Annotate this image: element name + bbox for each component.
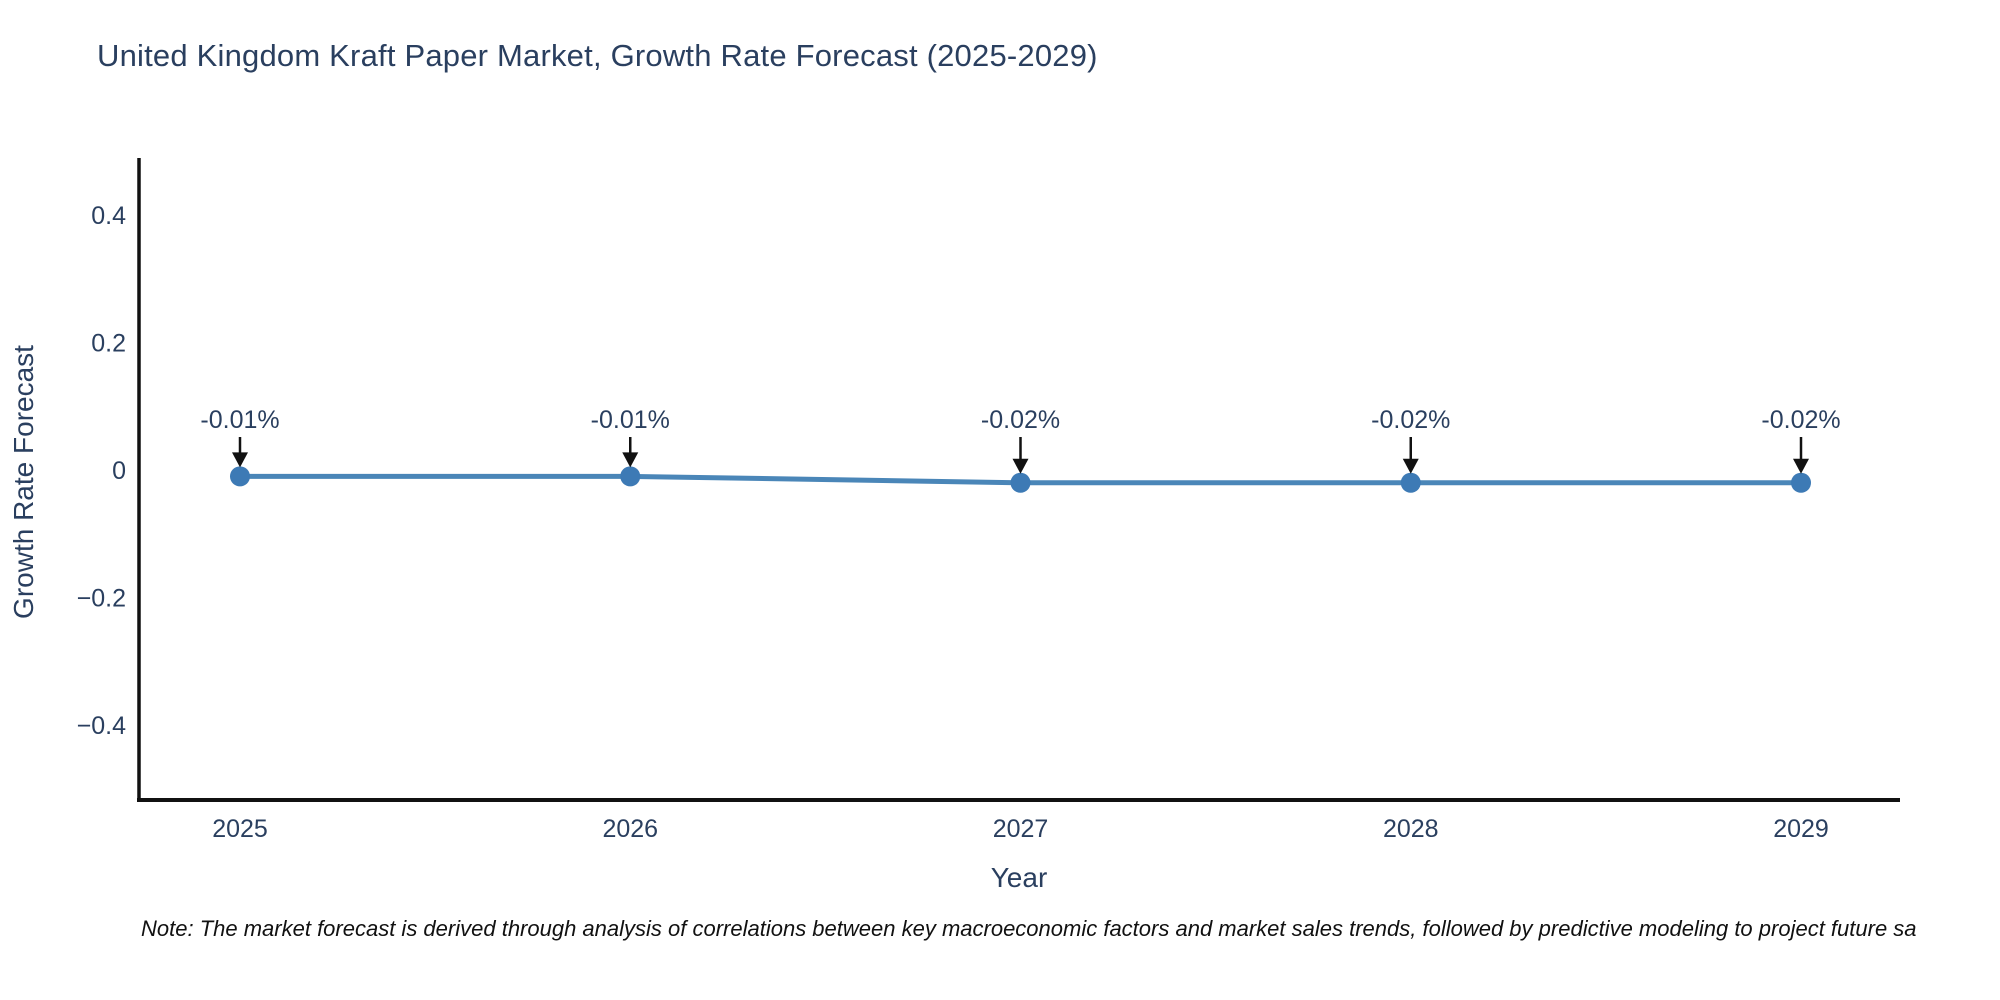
annotation-label: -0.01% <box>200 406 279 434</box>
data-point-marker <box>620 466 641 487</box>
annotation-arrowhead <box>622 452 639 468</box>
data-point-marker <box>230 466 250 487</box>
data-point-marker <box>1791 472 1811 493</box>
x-tick-label: 2028 <box>1383 815 1439 843</box>
annotation-label: -0.02% <box>1761 406 1840 434</box>
annotation-arrowhead <box>232 452 248 468</box>
data-point-marker <box>1010 472 1031 493</box>
annotation-arrowhead <box>1402 458 1419 474</box>
y-tick-label: 0.2 <box>91 330 126 358</box>
y-tick-label: 0 <box>112 457 126 485</box>
annotation-label: -0.02% <box>981 406 1060 434</box>
y-tick-label: −0.2 <box>77 585 126 613</box>
x-tick-label: 2027 <box>993 815 1049 843</box>
x-tick-label: 2026 <box>602 815 658 843</box>
x-axis-title: Year <box>990 862 1048 893</box>
y-tick-label: 0.4 <box>91 202 126 230</box>
annotation-label: -0.01% <box>591 406 670 434</box>
x-tick-label: 2029 <box>1773 815 1829 843</box>
footnote: Note: The market forecast is derived thr… <box>141 916 1917 941</box>
annotation-arrowhead <box>1012 458 1029 474</box>
annotation-arrowhead <box>1793 458 1809 474</box>
x-tick-label: 2025 <box>212 815 268 843</box>
data-point-marker <box>1400 472 1421 493</box>
annotation-label: -0.02% <box>1371 406 1450 434</box>
chart-title: United Kingdom Kraft Paper Market, Growt… <box>97 38 1098 73</box>
y-tick-label: −0.4 <box>77 712 126 740</box>
